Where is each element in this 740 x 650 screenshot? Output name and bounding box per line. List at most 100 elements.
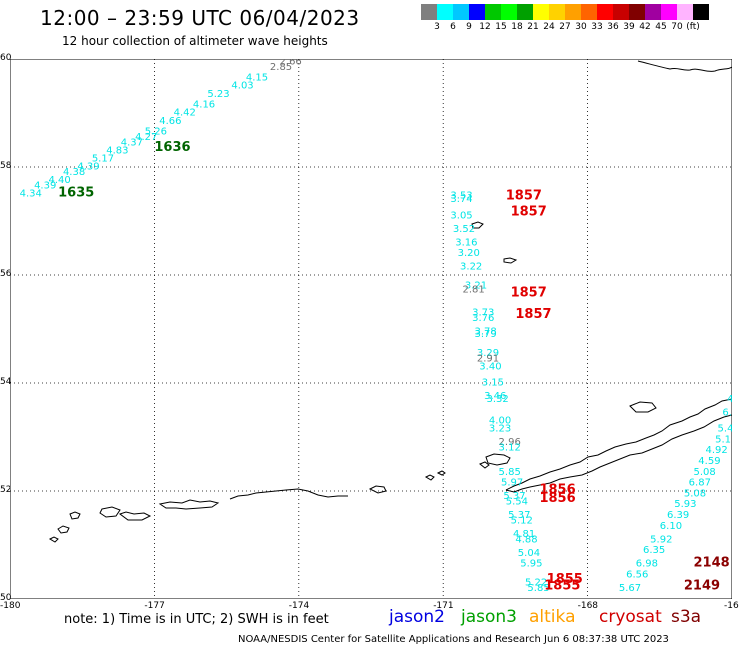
- wave-height-value: 4.83: [106, 146, 128, 157]
- wave-height-value: 4.39: [77, 162, 99, 173]
- coastline-alaska-peninsula: [505, 398, 733, 491]
- color-swatch: [677, 4, 693, 20]
- color-swatch: [533, 4, 549, 20]
- latitude-label: 60: [0, 53, 12, 63]
- color-swatch: [645, 4, 661, 20]
- wave-height-value: 6.87: [689, 478, 711, 489]
- color-swatch: [469, 4, 485, 20]
- wave-height-value: 5.12: [511, 515, 533, 526]
- wave-height-value: 4.38: [63, 167, 85, 178]
- coastline-aleutian-west-6: [57, 525, 70, 534]
- pass-time-label: 2148: [693, 556, 729, 571]
- coastline-aleutian-central-1: [368, 485, 387, 494]
- coastline-aleutian-west-5: [69, 511, 81, 520]
- pass-time-label: 1857: [515, 307, 551, 322]
- wave-height-value: 4.39: [34, 181, 56, 192]
- wave-height-value: 3.32: [487, 394, 509, 405]
- color-swatch: [421, 4, 437, 20]
- wave-height-value: 2.96: [499, 437, 521, 448]
- wave-height-value: 5.23: [207, 89, 229, 100]
- wave-height-value: 3.23: [489, 424, 511, 435]
- wave-height-value: 5.26: [145, 127, 167, 138]
- wave-height-value: 3.16: [455, 237, 477, 248]
- coastline-aleutian-west-2: [158, 499, 220, 510]
- page-title: 12:00 – 23:59 UTC 06/04/2023: [40, 6, 360, 30]
- wave-height-value: 3.74: [450, 194, 472, 205]
- coastline-alaska-north: [637, 60, 733, 72]
- page-subtitle: 12 hour collection of altimeter wave hei…: [62, 34, 328, 48]
- wave-height-value: 5.04: [518, 548, 540, 559]
- longitude-label: -177: [144, 601, 165, 611]
- color-swatch: [565, 4, 581, 20]
- longitude-label: -174: [288, 601, 310, 611]
- wave-height-value: 3.22: [460, 262, 482, 273]
- color-scale-label: 24: [543, 22, 555, 32]
- coastline-island-st-george: [503, 257, 518, 264]
- wave-height-value: 4.81: [513, 529, 535, 540]
- wave-height-map: 2.66 2.85 4.15 4.03 5.23 4.16 4.42 4.66 5.26 4.27…: [9, 56, 737, 600]
- color-scale-label: 27: [559, 22, 571, 32]
- wave-height-value: 2.85: [270, 62, 292, 73]
- longitude-label: -180: [0, 601, 21, 611]
- wave-height-value: 4.88: [515, 534, 537, 545]
- coastline-aleutian-west: [229, 488, 348, 500]
- wave-height-value: 5.95: [520, 559, 542, 570]
- wave-height-value: 3.52: [453, 224, 475, 235]
- map-frame: [9, 58, 733, 600]
- pass-time-label: 1856: [539, 483, 575, 498]
- color-swatch: [661, 4, 677, 20]
- color-scale-label: 12: [479, 22, 491, 32]
- color-swatch: [693, 4, 709, 20]
- wave-height-value: 3.40: [479, 362, 501, 373]
- wave-height-value: 3.53: [450, 190, 472, 201]
- coastline-alaska-peninsula-south: [505, 414, 733, 493]
- wave-height-value: 3.12: [499, 443, 521, 454]
- pass-time-label: 1855: [544, 578, 580, 593]
- wave-height-value: 4.15: [246, 73, 268, 84]
- color-swatch: [581, 4, 597, 20]
- wave-height-value: 3.29: [477, 348, 499, 359]
- coastline-aleutian-central-2: [424, 474, 435, 481]
- pass-time-label: 1857: [511, 286, 547, 301]
- color-swatch: [549, 4, 565, 20]
- pass-time-label: 1856: [539, 491, 575, 506]
- wave-height-value: 5.97: [501, 478, 523, 489]
- wave-height-value: 5.1: [715, 434, 731, 445]
- note-text: note: 1) Time is in UTC; 2) SWH is in fe…: [64, 612, 329, 627]
- longitude-label: -168: [577, 601, 599, 611]
- wave-height-value: 2.91: [477, 353, 499, 364]
- wave-height-value: 3.15: [482, 378, 504, 389]
- pass-time-label: 1857: [506, 188, 542, 203]
- color-swatch: [501, 4, 517, 20]
- wave-height-value: 4.16: [193, 100, 215, 111]
- wave-height-value: 5.08: [684, 488, 706, 499]
- wave-height-value: 6.35: [643, 545, 665, 556]
- wave-height-value: 5.17: [92, 154, 114, 165]
- wave-height-value: 4.34: [20, 189, 42, 200]
- color-scale-label: 30: [575, 22, 587, 32]
- color-scale-label: 18: [511, 22, 523, 32]
- wave-height-value: 4.37: [121, 137, 143, 148]
- latitude-label: 52: [0, 485, 12, 495]
- wave-height-value: 4.66: [159, 116, 181, 127]
- color-scale-label: 33: [591, 22, 603, 32]
- wave-height-value: 5.08: [693, 467, 715, 478]
- wave-height-value: 4.40: [49, 175, 71, 186]
- wave-height-value: 6.56: [626, 569, 648, 580]
- wave-height-value: 4.: [727, 394, 732, 405]
- wave-height-value: 5.93: [674, 499, 696, 510]
- coastlines: [48, 60, 733, 543]
- color-scale-label: 15: [495, 22, 507, 32]
- satellite-jason3: jason3: [461, 607, 517, 627]
- wave-height-value: 5.4: [718, 424, 732, 435]
- latitude-label: 54: [0, 377, 12, 387]
- wave-height-value: 3.78: [474, 326, 496, 337]
- color-scale-label: 39: [623, 22, 635, 32]
- wave-height-value: 6.10: [660, 521, 682, 532]
- latitude-label: 50: [0, 593, 12, 603]
- color-swatch: [629, 4, 645, 20]
- satellite-cryosat: cryosat: [599, 607, 662, 627]
- wave-height-value: 3.21: [465, 281, 487, 292]
- color-swatch: [453, 4, 469, 20]
- coastline-unalaska: [485, 453, 511, 466]
